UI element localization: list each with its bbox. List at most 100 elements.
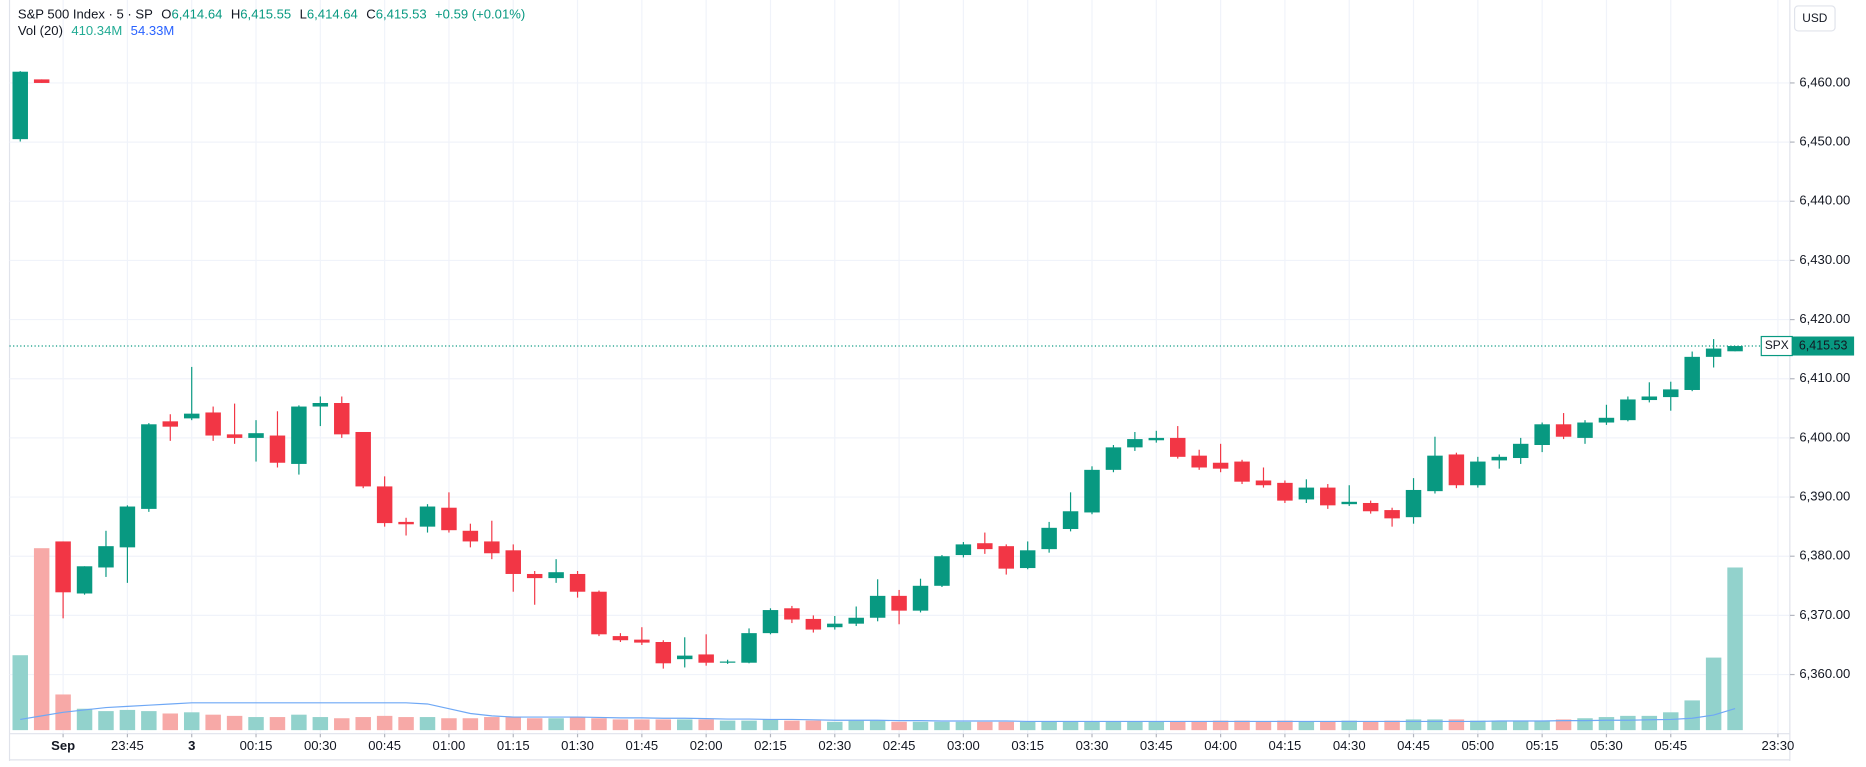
volume-bar: [1470, 720, 1486, 731]
candle-body: [1491, 456, 1508, 461]
y-tick-label: 6,460.00: [1799, 74, 1850, 89]
candle-body: [334, 402, 350, 435]
candle-body: [719, 661, 736, 663]
volume-bar: [955, 721, 972, 731]
candle-body: [1512, 443, 1529, 459]
volume-bar: [1062, 721, 1079, 731]
volume-bar: [1512, 720, 1529, 731]
volume-bar: [291, 714, 307, 731]
x-tick-label: 04:45: [1397, 738, 1430, 753]
volume-ma-line: [20, 702, 1736, 723]
volume-bar: [1663, 712, 1679, 731]
candle-body: [1212, 462, 1229, 469]
volume-bar: [934, 721, 950, 731]
x-tick-label: 03:30: [1076, 738, 1109, 753]
volume-bar: [1277, 720, 1293, 731]
volume-bar: [1212, 720, 1229, 731]
x-tick-label: 04:15: [1269, 738, 1302, 753]
candle-body: [977, 543, 993, 550]
volume-bar: [741, 720, 757, 731]
legend-value: 6,415.53: [376, 7, 427, 22]
volume-bar: [119, 709, 136, 731]
volume-bar: [827, 721, 843, 731]
candle-body: [1684, 356, 1700, 390]
candle-body: [1320, 487, 1336, 506]
candle-body: [355, 431, 371, 487]
volume-bar: [612, 719, 629, 731]
candle-body: [612, 636, 629, 641]
last-price-tag: [1792, 336, 1855, 356]
y-tick-label: 6,420.00: [1799, 311, 1850, 326]
candle-body: [1234, 461, 1250, 482]
volume-bar: [891, 721, 907, 731]
volume-bar: [334, 718, 350, 731]
volume-bar: [12, 655, 28, 731]
volume-bar: [441, 718, 457, 731]
volume-bar: [505, 717, 521, 731]
volume-bar: [1705, 657, 1722, 731]
x-tick-label: 05:45: [1654, 738, 1687, 753]
legend-key: C: [366, 7, 375, 22]
candle-body: [998, 546, 1014, 569]
volume-legend-value: 410.34M: [71, 24, 122, 39]
volume-bar: [183, 712, 200, 731]
candle-body: [548, 572, 564, 579]
candle-body: [1620, 399, 1636, 421]
currency-button[interactable]: [1794, 5, 1836, 32]
volume-bar: [312, 717, 329, 731]
x-tick-label: 03:00: [947, 738, 980, 753]
volume-bar: [655, 719, 672, 731]
x-tick-label: 03:45: [1140, 738, 1173, 753]
volume-bar: [205, 714, 221, 731]
candle-body: [441, 507, 457, 531]
candle-body: [12, 71, 28, 140]
candle-body: [1277, 482, 1293, 501]
volume-bar: [1448, 719, 1465, 731]
volume-bar: [1684, 700, 1700, 731]
volume-bar: [398, 717, 414, 731]
legend: S&P 500 Index · 5 · SP O6,414.64 H6,415.…: [18, 7, 525, 22]
volume-bar: [1727, 567, 1743, 731]
volume-bar: [248, 717, 264, 731]
candle-body: [1470, 461, 1486, 486]
volume-bar: [634, 719, 650, 731]
candle-body: [827, 623, 843, 628]
volume-bar: [1127, 721, 1143, 731]
candle-body: [1127, 439, 1143, 448]
candle-body: [291, 406, 307, 464]
volume-bar: [1405, 719, 1422, 731]
candle-body: [55, 541, 71, 593]
candle-body: [33, 79, 50, 83]
legend-key: L: [300, 7, 307, 22]
volume-bar: [1191, 721, 1207, 731]
candle-body: [205, 412, 221, 436]
volume-bar: [376, 715, 393, 731]
volume-bar: [912, 721, 929, 731]
candle-body: [1170, 437, 1186, 457]
y-tick-label: 6,380.00: [1799, 548, 1850, 563]
axes: 6,360.00 6,370.00 6,380.00 6,390.00 6,400.00…: [9, 74, 1855, 753]
volume-bar: [226, 715, 243, 731]
volume-bar: [1491, 720, 1508, 731]
volume-bar: [462, 718, 479, 731]
volume-bar: [977, 721, 993, 731]
x-tick-label: 04:00: [1204, 738, 1237, 753]
candle-body: [1727, 346, 1743, 352]
candle-body: [655, 642, 672, 664]
y-tick-label: 6,390.00: [1799, 489, 1850, 504]
candle-body: [1405, 489, 1422, 518]
candle-body: [119, 506, 136, 548]
candle-body: [419, 506, 436, 527]
legend-key: O: [161, 7, 171, 22]
x-tick-label: Sep: [51, 738, 75, 753]
candle-body: [698, 654, 714, 663]
candle-body: [634, 639, 650, 643]
candles: [12, 71, 1743, 669]
candle-body: [591, 591, 607, 635]
candle-body: [1019, 550, 1036, 569]
candle-body: [1255, 480, 1272, 486]
currency-label[interactable]: USD: [1802, 11, 1827, 25]
volume-bar: [998, 721, 1014, 731]
volume-bar: [1234, 720, 1250, 731]
